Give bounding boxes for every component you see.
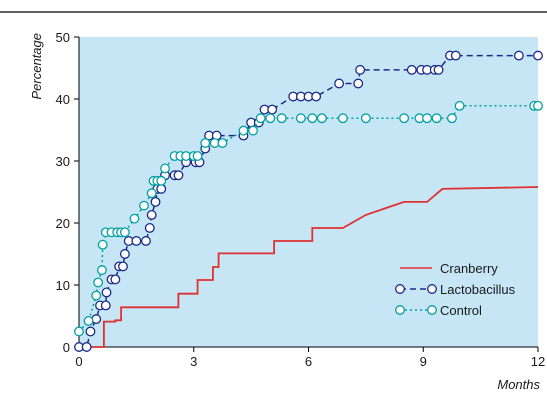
data-point-lactobacillus	[101, 287, 112, 298]
data-point-lactobacillus	[85, 326, 96, 337]
data-point-lactobacillus	[311, 91, 322, 102]
data-point-lactobacillus	[119, 249, 130, 259]
data-point-control	[129, 213, 140, 224]
series-layer	[74, 50, 543, 352]
data-point-control	[533, 100, 543, 111]
data-point-control	[446, 113, 457, 124]
data-point-control	[316, 113, 327, 124]
data-point-lactobacillus	[355, 64, 366, 75]
y-tick-label: 50	[56, 30, 70, 45]
y-tick-label: 30	[56, 154, 70, 169]
x-axis-label: Months	[497, 377, 540, 392]
series-cranberry	[79, 186, 539, 348]
legend-marker-lactobacillus	[395, 284, 405, 294]
y-tick-label: 20	[56, 216, 70, 231]
data-point-control	[276, 113, 287, 124]
data-point-control	[399, 113, 410, 124]
data-point-lactobacillus	[533, 50, 543, 61]
data-point-control	[156, 175, 167, 186]
data-point-control	[360, 113, 371, 124]
data-point-lactobacillus	[173, 170, 184, 181]
series-line-cranberry	[79, 186, 539, 348]
y-tick-label: 40	[56, 92, 70, 107]
x-tick-label: 0	[75, 354, 82, 369]
data-point-control	[97, 239, 108, 250]
legend-label-control: Control	[440, 303, 482, 318]
data-point-lactobacillus	[513, 50, 524, 61]
data-point-lactobacillus	[81, 342, 92, 352]
data-point-control	[295, 113, 306, 124]
data-point-lactobacillus	[334, 78, 345, 89]
legend: Cranberry Lactobacillus Control	[395, 261, 516, 318]
y-tick-label: 0	[63, 340, 70, 355]
data-point-lactobacillus	[110, 274, 121, 285]
legend-label-lactobacillus: Lactobacillus	[440, 282, 516, 297]
data-point-lactobacillus	[131, 236, 142, 246]
data-point-lactobacillus	[150, 196, 161, 207]
data-point-control	[238, 125, 249, 136]
data-point-control	[146, 188, 157, 199]
y-tick-label: 10	[56, 278, 70, 293]
data-point-control	[337, 113, 348, 124]
data-point-lactobacillus	[146, 209, 157, 220]
data-point-control	[255, 113, 266, 124]
data-point-control	[74, 326, 84, 337]
data-point-control	[160, 163, 171, 174]
data-point-control	[265, 113, 276, 124]
legend-marker-control	[395, 305, 405, 315]
x-tick-label: 9	[420, 354, 427, 369]
x-tick-label: 3	[190, 354, 197, 369]
legend-item-lactobacillus: Lactobacillus	[395, 282, 516, 297]
data-point-lactobacillus	[100, 300, 111, 311]
data-point-lactobacillus	[118, 261, 128, 272]
data-point-lactobacillus	[156, 183, 167, 194]
x-tick-label: 12	[531, 354, 545, 369]
data-point-control	[454, 100, 465, 111]
data-point-control	[431, 113, 442, 124]
y-axis-label: Percentage	[29, 33, 44, 100]
data-point-lactobacillus	[267, 104, 278, 115]
legend-marker-lactobacillus	[427, 284, 437, 294]
data-point-control	[96, 265, 107, 276]
data-point-lactobacillus	[144, 223, 155, 233]
x-tick-label: 6	[305, 354, 312, 369]
data-point-control	[91, 290, 102, 301]
data-point-lactobacillus	[140, 236, 151, 246]
data-point-lactobacillus	[433, 64, 444, 75]
data-point-control	[139, 200, 149, 211]
data-point-control	[93, 277, 104, 288]
data-point-control	[192, 151, 203, 161]
data-point-control	[248, 125, 258, 136]
legend-marker-control	[427, 305, 437, 315]
data-point-lactobacillus	[406, 64, 417, 75]
series-control	[74, 100, 543, 337]
data-point-control	[83, 316, 94, 326]
axes: 0 10 20 30 40 50 0 3 6 9 12	[56, 30, 546, 369]
legend-item-control: Control	[395, 303, 482, 318]
data-point-lactobacillus	[450, 50, 461, 61]
data-point-lactobacillus	[353, 78, 364, 89]
data-point-control	[307, 113, 318, 124]
data-point-control	[217, 138, 228, 148]
data-point-control	[119, 227, 130, 238]
data-point-control	[422, 113, 433, 124]
data-point-control	[200, 138, 211, 148]
legend-label-cranberry: Cranberry	[440, 261, 498, 276]
legend-item-cranberry: Cranberry	[400, 261, 498, 276]
